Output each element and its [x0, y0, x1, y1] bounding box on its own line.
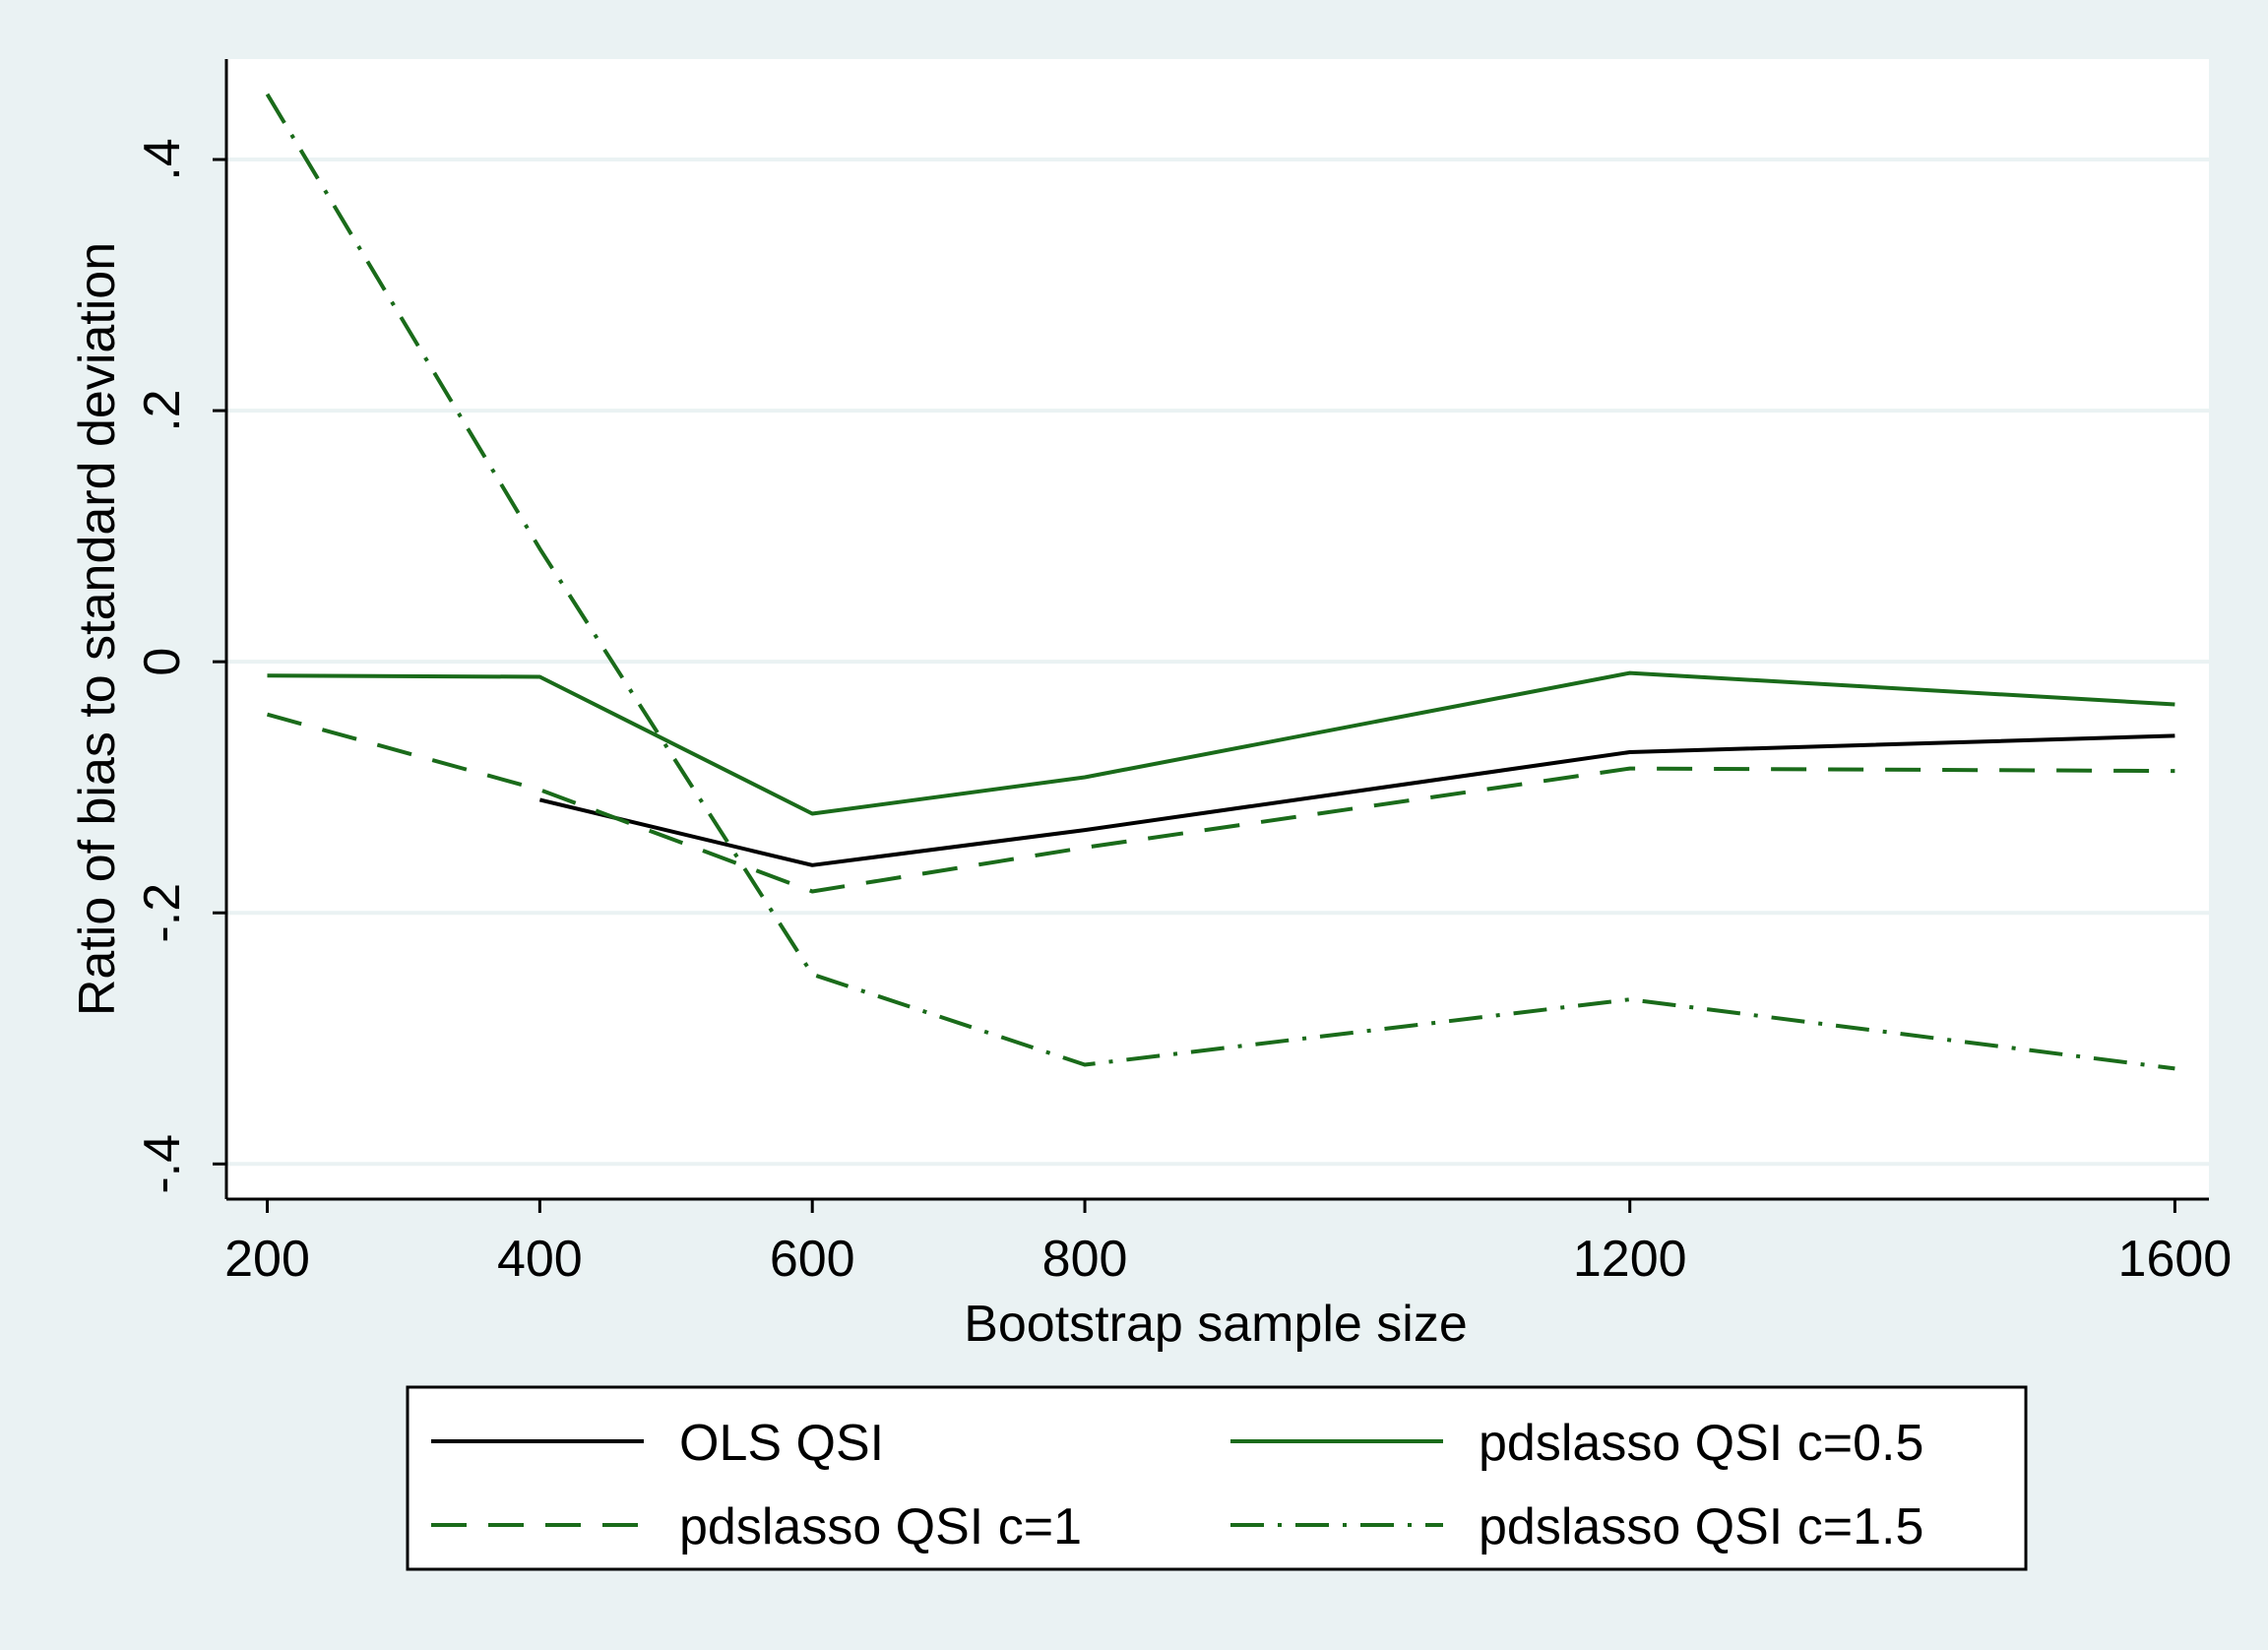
axes	[224, 59, 2209, 1201]
series-line	[265, 93, 2175, 1071]
y-tick-label: .4	[134, 138, 191, 180]
y-tick-label: 0	[134, 648, 191, 676]
series-line	[266, 712, 2175, 894]
legend-label: pdslasso QSI c=1	[679, 1498, 1082, 1555]
x-tick-label: 1200	[1573, 1231, 1687, 1288]
series-line	[538, 733, 2175, 867]
legend-label: pdslasso QSI c=0.5	[1479, 1415, 1923, 1472]
legend: OLS QSI pdslasso QSI c=0.5 pdslasso QSI c=…	[406, 1385, 2028, 1571]
y-tick-label: -.4	[134, 1134, 191, 1194]
axis-ticks: -.4 -.2 0 .2 .4 200 400 600 800 1200 1600	[134, 138, 2232, 1288]
x-axis-title: Bootstrap sample size	[964, 1296, 1468, 1353]
legend-label: pdslasso QSI c=1.5	[1479, 1498, 1923, 1555]
y-tick-label: .2	[134, 389, 191, 431]
x-tick-label: 400	[497, 1231, 583, 1288]
legend-entries: OLS QSI pdslasso QSI c=0.5 pdslasso QSI c=…	[431, 1415, 1923, 1555]
legend-label: OLS QSI	[679, 1415, 884, 1472]
x-tick-label: 600	[770, 1231, 855, 1288]
x-tick-label: 1600	[2118, 1231, 2233, 1288]
legend-box	[406, 1385, 2028, 1571]
grid-lines	[226, 158, 2209, 1167]
data-series	[265, 93, 2175, 1071]
x-tick-label: 800	[1042, 1231, 1128, 1288]
series-line	[267, 670, 2175, 816]
y-tick-label: -.2	[134, 883, 191, 943]
x-tick-label: 200	[224, 1231, 310, 1288]
plot-background	[226, 59, 2209, 1199]
y-axis-title: Ratio of bias to standard deviation	[69, 242, 126, 1016]
